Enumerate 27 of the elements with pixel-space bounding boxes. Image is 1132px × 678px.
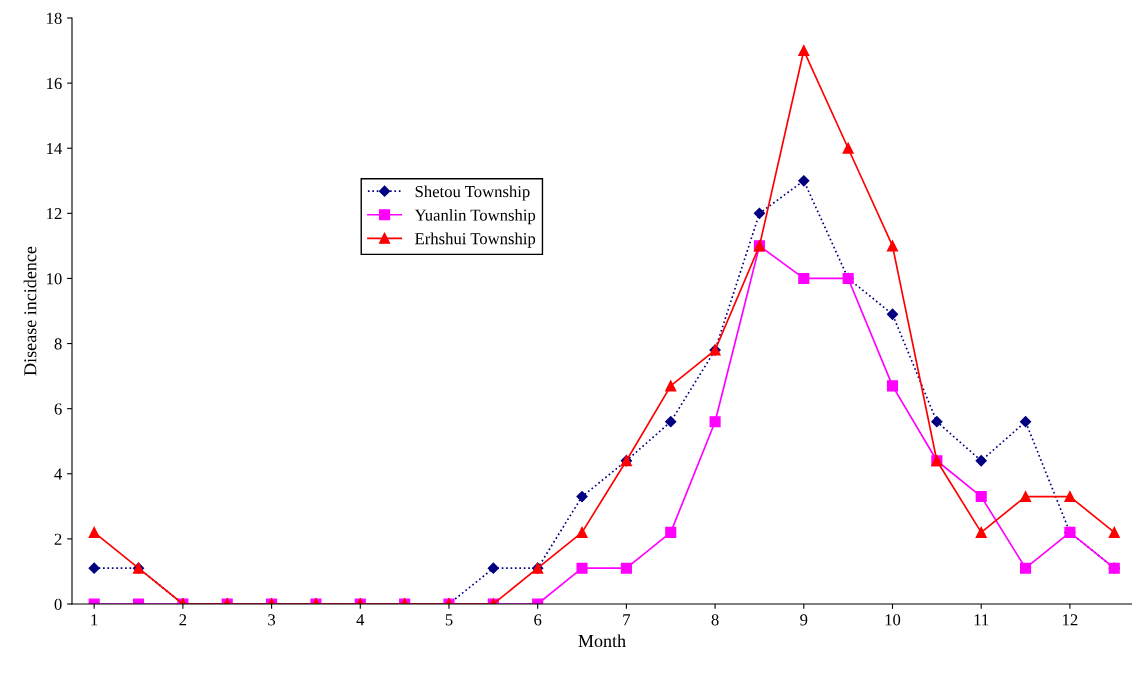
legend-label: Yuanlin Township — [414, 209, 536, 225]
y-axis-title: Disease incidence — [23, 246, 37, 376]
x-tick-label: 12 — [1063, 614, 1078, 626]
y-tick-label: 6 — [54, 403, 62, 415]
x-tick-label: 2 — [179, 614, 187, 626]
y-tick-label: 0 — [54, 598, 62, 610]
legend-label: Shetou Township — [415, 185, 530, 201]
y-tick-label: 14 — [47, 143, 63, 154]
y-tick-label: 4 — [54, 468, 63, 480]
y-tick-label: 8 — [54, 338, 62, 350]
legend-label: Erhshui Township — [415, 232, 536, 248]
y-tick-label: 12 — [47, 208, 62, 220]
y-tick-label: 10 — [47, 273, 62, 285]
y-tick-label: 18 — [47, 12, 62, 24]
x-tick-label: 9 — [800, 614, 808, 626]
x-tick-label: 10 — [885, 614, 901, 626]
y-tick-label: 2 — [54, 533, 62, 545]
x-tick-label: 4 — [356, 614, 365, 626]
x-axis-title: Month — [578, 634, 626, 648]
x-tick-label: 11 — [974, 614, 989, 626]
x-tick-label: 5 — [445, 614, 453, 626]
x-tick-label: 1 — [91, 614, 98, 626]
y-tick-label: 16 — [47, 77, 62, 90]
x-tick-label: 3 — [268, 614, 276, 626]
x-tick-label: 6 — [534, 614, 542, 626]
x-tick-label: 7 — [623, 614, 631, 626]
x-tick-label: 8 — [711, 614, 719, 626]
